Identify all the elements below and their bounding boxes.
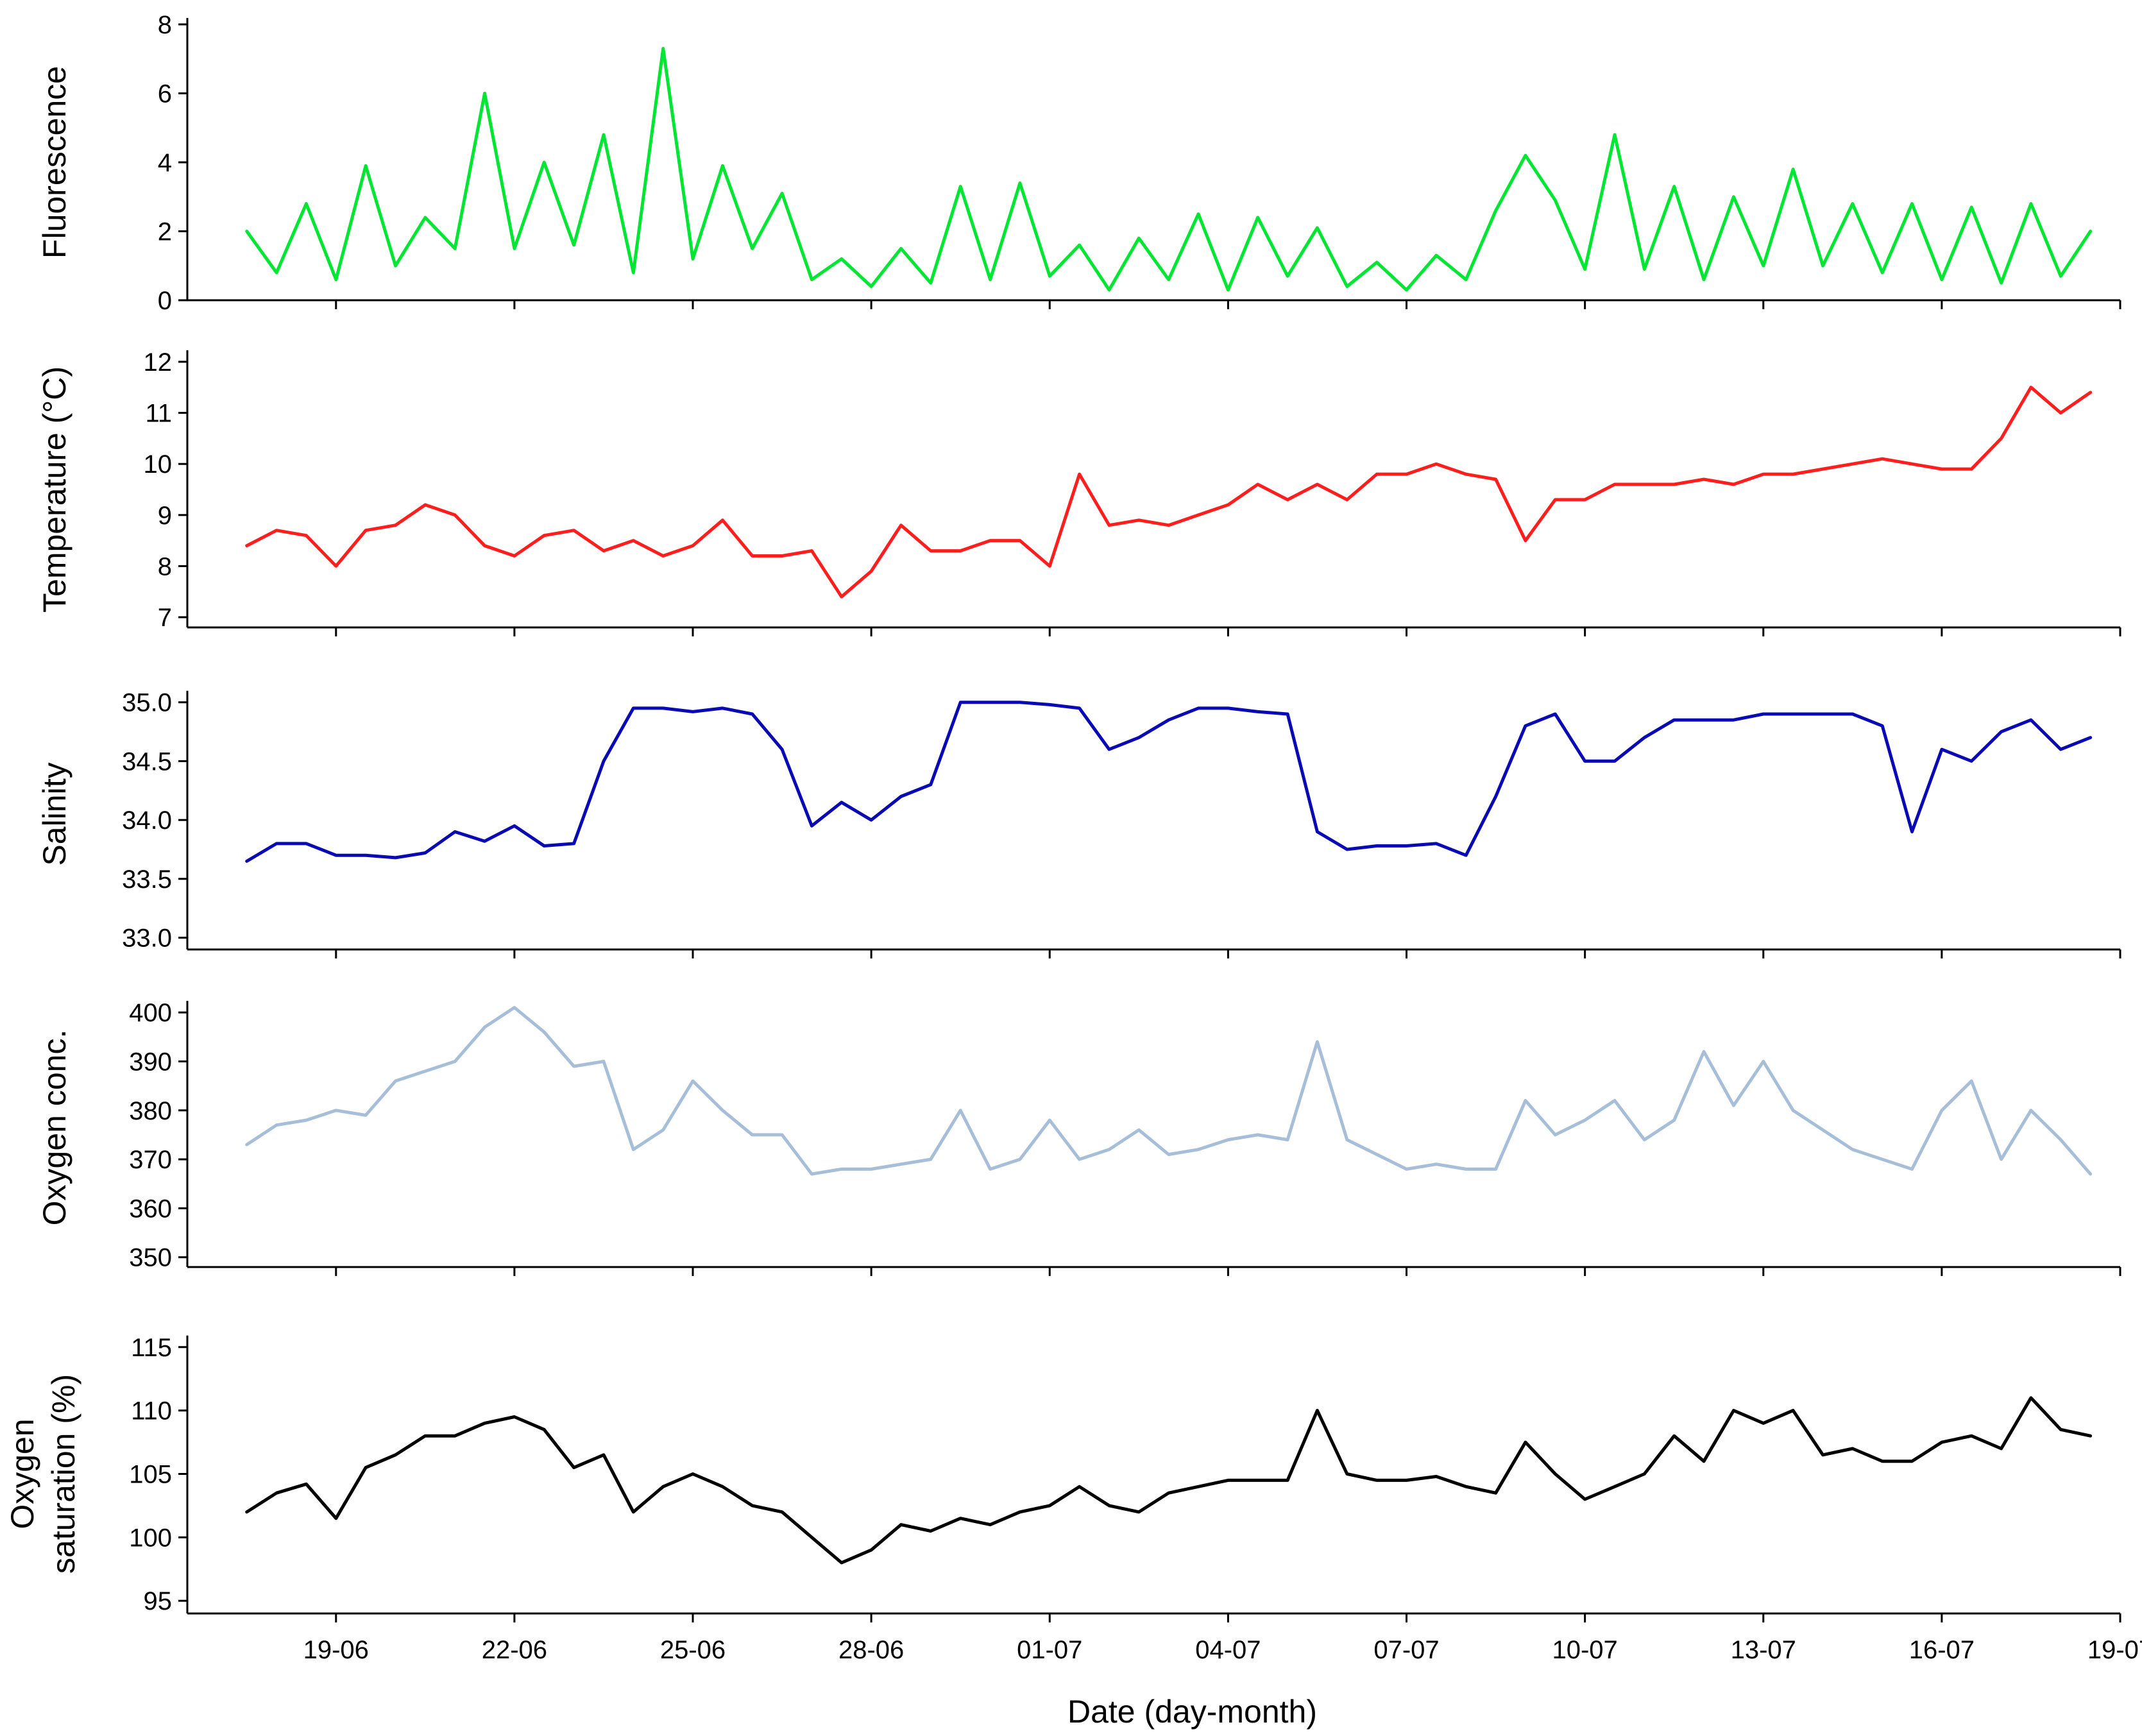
y-tick-label-temperature-4: 11 <box>145 400 172 428</box>
y-tick-label-salinity-4: 35.0 <box>122 689 172 717</box>
x-tick-label-8: 13-07 <box>1731 1636 1796 1664</box>
y-tick-label-oxygen-saturation-1: 100 <box>129 1524 172 1552</box>
x-tick-label-6: 07-07 <box>1373 1636 1439 1664</box>
y-axis-title-temperature: Temperature (°C) <box>37 366 72 613</box>
y-tick-label-oxygen-conc-5: 400 <box>129 999 172 1027</box>
y-tick-label-fluorescence-1: 2 <box>158 218 172 246</box>
series-line-temperature <box>245 386 2093 599</box>
y-tick-label-salinity-0: 33.0 <box>122 924 172 953</box>
panel-oxygen-conc: 350 360 370 380 390 400 Oxygen conc. <box>37 999 2121 1276</box>
x-tick-label-3: 28-06 <box>838 1636 904 1664</box>
panel-temperature: 7 8 9 10 11 12 Temperature (°C) <box>37 348 2121 636</box>
y-axis-title-fluorescence: Fluorescence <box>37 66 72 259</box>
series-line-oxygen-conc <box>245 1006 2093 1176</box>
y-tick-label-oxygen-conc-0: 350 <box>129 1244 172 1272</box>
series-line-salinity <box>245 701 2093 863</box>
y-tick-label-fluorescence-0: 0 <box>158 287 172 315</box>
x-tick-label-5: 04-07 <box>1195 1636 1261 1664</box>
y-tick-label-fluorescence-2: 4 <box>158 149 172 177</box>
y-tick-label-temperature-5: 12 <box>144 348 173 377</box>
y-axis-title-oxygen-saturation-line-2: saturation (%) <box>46 1374 81 1574</box>
series-line-fluorescence <box>245 47 2093 292</box>
y-tick-label-fluorescence-4: 8 <box>158 11 172 39</box>
x-tick-label-1: 22-06 <box>482 1636 547 1664</box>
panel-salinity: 33.0 33.5 34.0 34.5 35.0 Salinity <box>37 689 2121 958</box>
y-tick-label-oxygen-conc-2: 370 <box>129 1146 172 1174</box>
x-tick-label-9: 16-07 <box>1909 1636 1975 1664</box>
x-tick-label-10: 19-07 <box>2087 1636 2142 1664</box>
y-tick-label-oxygen-saturation-3: 110 <box>131 1397 172 1425</box>
y-axis-title-oxygen-conc: Oxygen conc. <box>37 1030 72 1226</box>
y-tick-label-temperature-3: 10 <box>144 450 173 479</box>
y-tick-label-temperature-1: 8 <box>158 552 172 581</box>
date-axis: 19-06 22-06 25-06 28-06 01-07 04-07 07-07 10-07… <box>303 1636 2142 1730</box>
y-tick-label-temperature-0: 7 <box>158 604 172 632</box>
x-tick-label-0: 19-06 <box>303 1636 369 1664</box>
x-tick-label-4: 01-07 <box>1017 1636 1082 1664</box>
y-tick-label-oxygen-conc-4: 390 <box>129 1048 172 1076</box>
series-line-oxygen-saturation <box>245 1396 2093 1565</box>
y-tick-label-oxygen-conc-3: 380 <box>129 1097 172 1125</box>
y-tick-label-salinity-2: 34.0 <box>122 806 172 835</box>
y-tick-label-oxygen-saturation-0: 95 <box>144 1587 173 1615</box>
y-tick-label-oxygen-saturation-2: 105 <box>129 1461 172 1489</box>
y-tick-label-oxygen-saturation-4: 115 <box>131 1334 172 1362</box>
panel-fluorescence: 0 2 4 6 8 Fluorescence <box>37 11 2121 315</box>
y-tick-label-salinity-1: 33.5 <box>122 865 172 894</box>
x-tick-label-2: 25-06 <box>660 1636 726 1664</box>
y-tick-label-salinity-3: 34.5 <box>122 747 172 776</box>
y-axis-title-salinity: Salinity <box>37 762 72 865</box>
x-axis-title: Date (day-month) <box>1067 1694 1317 1730</box>
y-tick-label-oxygen-conc-1: 360 <box>129 1195 172 1223</box>
y-tick-label-fluorescence-3: 6 <box>158 80 172 108</box>
y-tick-label-temperature-2: 9 <box>158 502 172 530</box>
x-tick-label-7: 10-07 <box>1552 1636 1617 1664</box>
y-axis-title-oxygen-saturation-line-1: Oxygen <box>4 1418 40 1529</box>
panel-oxygen-saturation: 95 100 105 110 115 Oxygen saturation (%) <box>4 1334 2121 1622</box>
